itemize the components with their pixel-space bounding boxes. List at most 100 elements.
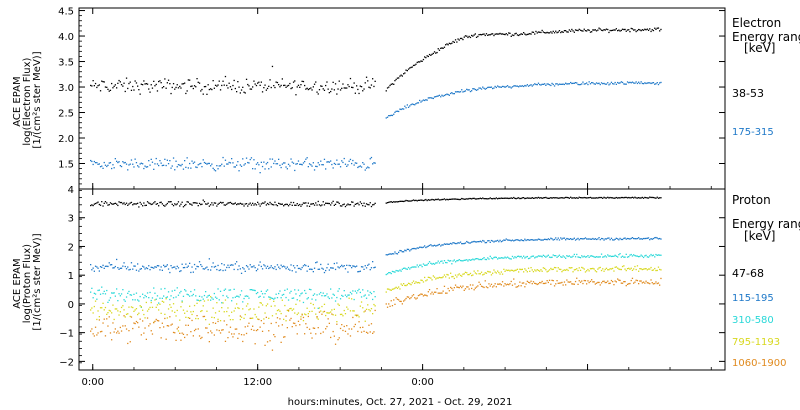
data-point — [232, 336, 234, 338]
data-point — [180, 270, 182, 272]
data-point — [198, 300, 201, 302]
data-point — [574, 239, 577, 241]
data-point — [265, 204, 267, 206]
data-point — [200, 90, 202, 92]
data-point — [353, 164, 355, 166]
data-point — [99, 90, 102, 92]
data-point — [599, 284, 601, 286]
data-point — [457, 91, 459, 93]
data-point — [223, 320, 225, 322]
data-point — [313, 83, 316, 85]
data-point — [349, 204, 352, 206]
data-point — [279, 267, 281, 270]
data-point — [424, 276, 426, 279]
data-point — [228, 289, 230, 291]
data-point — [160, 288, 162, 290]
data-point — [106, 202, 108, 204]
data-point — [450, 242, 452, 245]
data-point — [330, 288, 332, 290]
data-point — [264, 84, 266, 86]
data-point — [489, 197, 491, 199]
data-point — [198, 335, 201, 337]
data-point — [320, 160, 322, 162]
data-point — [161, 300, 163, 302]
data-point — [535, 30, 537, 33]
data-point — [119, 295, 121, 297]
data-point — [279, 86, 281, 88]
data-point — [542, 31, 544, 33]
data-point — [467, 286, 469, 288]
data-point — [93, 292, 95, 294]
data-point — [346, 306, 348, 308]
data-point — [292, 297, 295, 299]
data-point — [182, 83, 185, 85]
data-point — [659, 30, 661, 32]
data-point — [635, 255, 637, 257]
data-point — [181, 301, 183, 303]
data-point — [320, 85, 322, 87]
data-point — [659, 284, 661, 286]
data-point — [646, 197, 648, 199]
electron-legend-title-1: Electron — [732, 16, 781, 30]
proton-ylabel-line-3: [1/(cm²s ster MeV)] — [32, 233, 43, 330]
data-point — [289, 319, 291, 321]
data-point — [576, 197, 578, 199]
data-point — [568, 281, 570, 283]
data-point — [425, 294, 427, 296]
data-point — [301, 266, 303, 269]
data-point — [565, 239, 567, 241]
data-point — [239, 202, 241, 204]
data-point — [573, 269, 575, 271]
data-point — [647, 256, 650, 258]
data-point — [342, 265, 344, 268]
data-point — [151, 306, 154, 308]
data-point — [266, 289, 269, 291]
data-point — [473, 259, 475, 261]
data-point — [343, 309, 345, 312]
data-point — [443, 243, 446, 245]
data-point — [292, 162, 295, 164]
data-point — [573, 82, 575, 84]
data-point — [445, 292, 447, 294]
data-point — [91, 204, 93, 206]
data-point — [647, 237, 650, 239]
data-point — [631, 255, 634, 257]
data-point — [203, 300, 206, 302]
data-point — [252, 325, 254, 327]
data-point — [245, 305, 248, 307]
data-point — [537, 196, 540, 199]
data-point — [140, 83, 142, 85]
data-point — [494, 271, 496, 273]
data-point — [175, 160, 177, 162]
data-point — [311, 337, 313, 339]
data-point — [257, 201, 259, 203]
data-point — [119, 165, 121, 167]
data-point — [477, 241, 479, 243]
data-point — [518, 239, 520, 241]
data-point — [508, 269, 510, 271]
data-point — [519, 197, 521, 200]
data-point — [526, 197, 528, 199]
data-point — [578, 267, 580, 269]
data-point — [153, 202, 155, 204]
data-point — [325, 269, 327, 272]
data-point — [407, 282, 410, 284]
data-point — [315, 333, 317, 335]
data-point — [453, 277, 455, 280]
data-point — [252, 86, 254, 88]
data-point — [576, 253, 578, 256]
data-point — [635, 30, 637, 33]
data-point — [450, 286, 452, 289]
data-point — [515, 257, 517, 259]
data-point — [437, 198, 439, 200]
data-point — [161, 322, 163, 324]
data-point — [631, 196, 634, 198]
data-point — [504, 283, 506, 285]
data-point — [581, 255, 583, 257]
data-point — [505, 269, 507, 271]
data-point — [315, 313, 317, 315]
data-point — [285, 203, 287, 205]
data-point — [593, 197, 595, 199]
data-point — [177, 87, 180, 89]
data-point — [619, 268, 621, 271]
